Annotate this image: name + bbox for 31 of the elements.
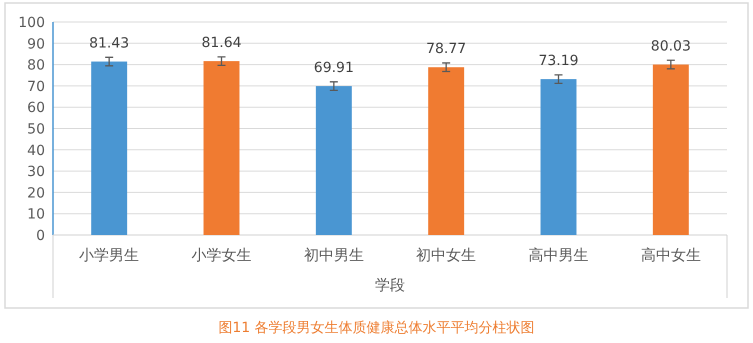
y-tick-label: 80 [27, 58, 45, 74]
x-tick-label: 高中男生 [528, 246, 588, 264]
bar [540, 79, 576, 235]
y-tick-label: 30 [27, 164, 45, 180]
bar [91, 62, 128, 235]
y-tick-label: 10 [27, 206, 45, 223]
x-tick-label: 小学男生 [79, 246, 140, 264]
data-label: 80.03 [650, 38, 691, 54]
y-tick-label: 20 [27, 185, 45, 202]
bar [428, 67, 464, 235]
data-label: 73.19 [538, 52, 579, 69]
x-tick-label: 小学女生 [192, 246, 252, 264]
y-tick-label: 50 [27, 122, 45, 138]
y-tick-label: 70 [27, 78, 45, 95]
y-tick-label: 60 [27, 100, 45, 116]
y-tick-label: 100 [18, 15, 45, 31]
bar [652, 64, 689, 235]
y-tick-label: 40 [27, 142, 45, 159]
x-tick-label: 初中男生 [304, 246, 364, 264]
bar [316, 86, 352, 235]
x-axis-title: 学段 [375, 276, 405, 294]
data-label: 78.77 [426, 40, 466, 57]
x-tick-label: 初中女生 [416, 246, 476, 264]
text: 图11 各学段男女生体质健康总体水平平均分柱状图 [218, 320, 535, 336]
bar [204, 61, 240, 235]
y-tick-label: 0 [36, 228, 45, 244]
data-label: 81.43 [89, 35, 130, 52]
x-tick-label: 高中女生 [640, 246, 701, 264]
y-tick-label: 90 [27, 36, 45, 52]
data-label: 81.64 [201, 34, 242, 51]
data-label: 69.91 [314, 60, 354, 76]
